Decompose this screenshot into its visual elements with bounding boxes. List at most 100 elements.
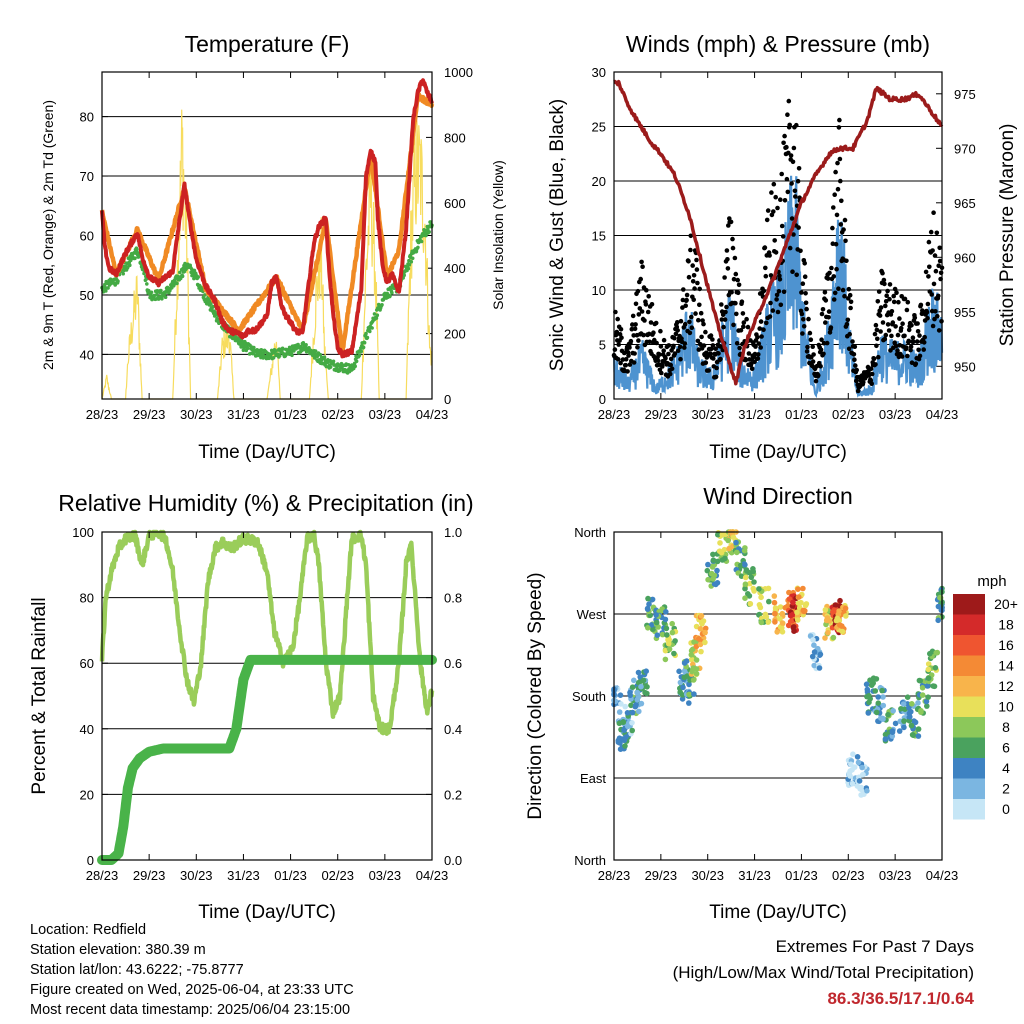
wind-xtick-label: 29/23 — [645, 407, 678, 422]
direction-point — [669, 620, 675, 627]
gust-point — [852, 357, 857, 363]
direction-point — [622, 703, 628, 710]
winds-xlabel: Time (Day/UTC) — [709, 442, 847, 463]
direction-point — [925, 694, 931, 700]
gust-point — [781, 140, 786, 146]
direction-point — [665, 640, 672, 647]
gust-point — [703, 360, 709, 366]
winds-ylabel-right: Station Pressure (Maroon) — [997, 124, 1018, 347]
dewpoint-point — [362, 340, 367, 345]
direction-point — [848, 761, 854, 768]
gust-point — [735, 277, 740, 283]
gust-point — [619, 335, 624, 341]
gust-point — [636, 338, 641, 343]
gust-point — [713, 346, 718, 352]
gust-point — [803, 291, 808, 296]
gust-point — [838, 178, 843, 184]
direction-point — [885, 711, 891, 718]
gust-point — [922, 334, 927, 340]
gust-point — [736, 282, 742, 288]
temp-xtick-label: 04/23 — [416, 407, 449, 422]
gust-point — [639, 259, 644, 265]
gust-point — [846, 346, 852, 352]
wind-ytick-label: 5 — [599, 338, 606, 353]
direction-point — [915, 726, 922, 732]
gust-point — [832, 290, 838, 296]
direction-point — [908, 722, 915, 729]
gust-point — [696, 317, 701, 323]
direction-point — [919, 685, 926, 691]
direction-point — [653, 619, 660, 626]
dewpoint-point — [353, 364, 358, 369]
wind-ytick-right-label: 965 — [954, 196, 976, 211]
temp-xtick-label: 29/23 — [133, 407, 166, 422]
wind-xtick-label: 02/23 — [832, 407, 865, 422]
gust-point — [699, 334, 704, 340]
gust-point — [925, 301, 931, 307]
wind-xtick-label: 04/23 — [926, 407, 959, 422]
gust-point — [810, 344, 815, 350]
direction-point — [790, 599, 796, 606]
gust-point — [921, 340, 927, 345]
direction-point — [765, 585, 772, 592]
direction-point — [624, 710, 631, 716]
direction-point — [789, 618, 795, 624]
gust-point — [758, 345, 763, 350]
gust-point — [689, 325, 695, 331]
dewpoint-point — [364, 331, 368, 336]
direction-point — [772, 619, 778, 625]
gust-point — [636, 312, 642, 317]
gust-point — [706, 368, 711, 373]
gust-point — [686, 259, 691, 264]
gust-point — [672, 351, 678, 356]
direction-point — [751, 579, 757, 585]
dewpoint-point — [133, 256, 137, 261]
gust-point — [693, 311, 698, 316]
direction-point — [629, 684, 636, 690]
direction-point — [676, 668, 682, 675]
direction-point — [832, 602, 839, 608]
gust-point — [623, 362, 628, 368]
gust-point — [827, 270, 832, 276]
gust-point — [669, 366, 675, 372]
gust-point — [818, 364, 823, 369]
gust-point — [755, 356, 761, 361]
dewpoint-point — [402, 273, 407, 278]
gust-point — [893, 324, 898, 329]
gust-point — [682, 345, 687, 350]
dewpoint-point — [271, 356, 276, 360]
direction-point — [714, 558, 721, 565]
gust-point — [615, 316, 620, 322]
direction-point — [653, 612, 659, 618]
direction-point — [809, 653, 816, 660]
gust-point — [846, 286, 852, 292]
gust-point — [937, 258, 943, 264]
gust-point — [687, 319, 692, 325]
dewpoint-point — [372, 312, 377, 316]
gust-point — [770, 308, 776, 313]
gust-point — [616, 342, 621, 347]
gust-point — [686, 274, 692, 280]
gust-point — [801, 317, 806, 322]
gust-point — [700, 318, 705, 323]
direction-point — [909, 701, 915, 707]
direction-point — [654, 632, 661, 638]
gust-point — [708, 351, 713, 356]
gust-point — [905, 353, 910, 359]
gust-point — [708, 333, 714, 338]
rh-ytick-label: 0 — [87, 853, 94, 868]
gust-point — [739, 299, 745, 305]
gust-point — [728, 219, 734, 225]
direction-point — [912, 719, 919, 726]
gust-point — [768, 300, 773, 306]
dir-xtick-label: 31/23 — [738, 868, 771, 883]
gust-point — [660, 364, 665, 369]
gust-point — [836, 125, 842, 130]
gust-point — [791, 232, 796, 237]
direction-point — [880, 716, 886, 722]
gust-point — [678, 318, 684, 324]
legend-label: 16 — [998, 637, 1014, 653]
direction-point — [635, 669, 642, 676]
gust-point — [710, 337, 715, 342]
temperature-title: Temperature (F) — [185, 31, 350, 57]
